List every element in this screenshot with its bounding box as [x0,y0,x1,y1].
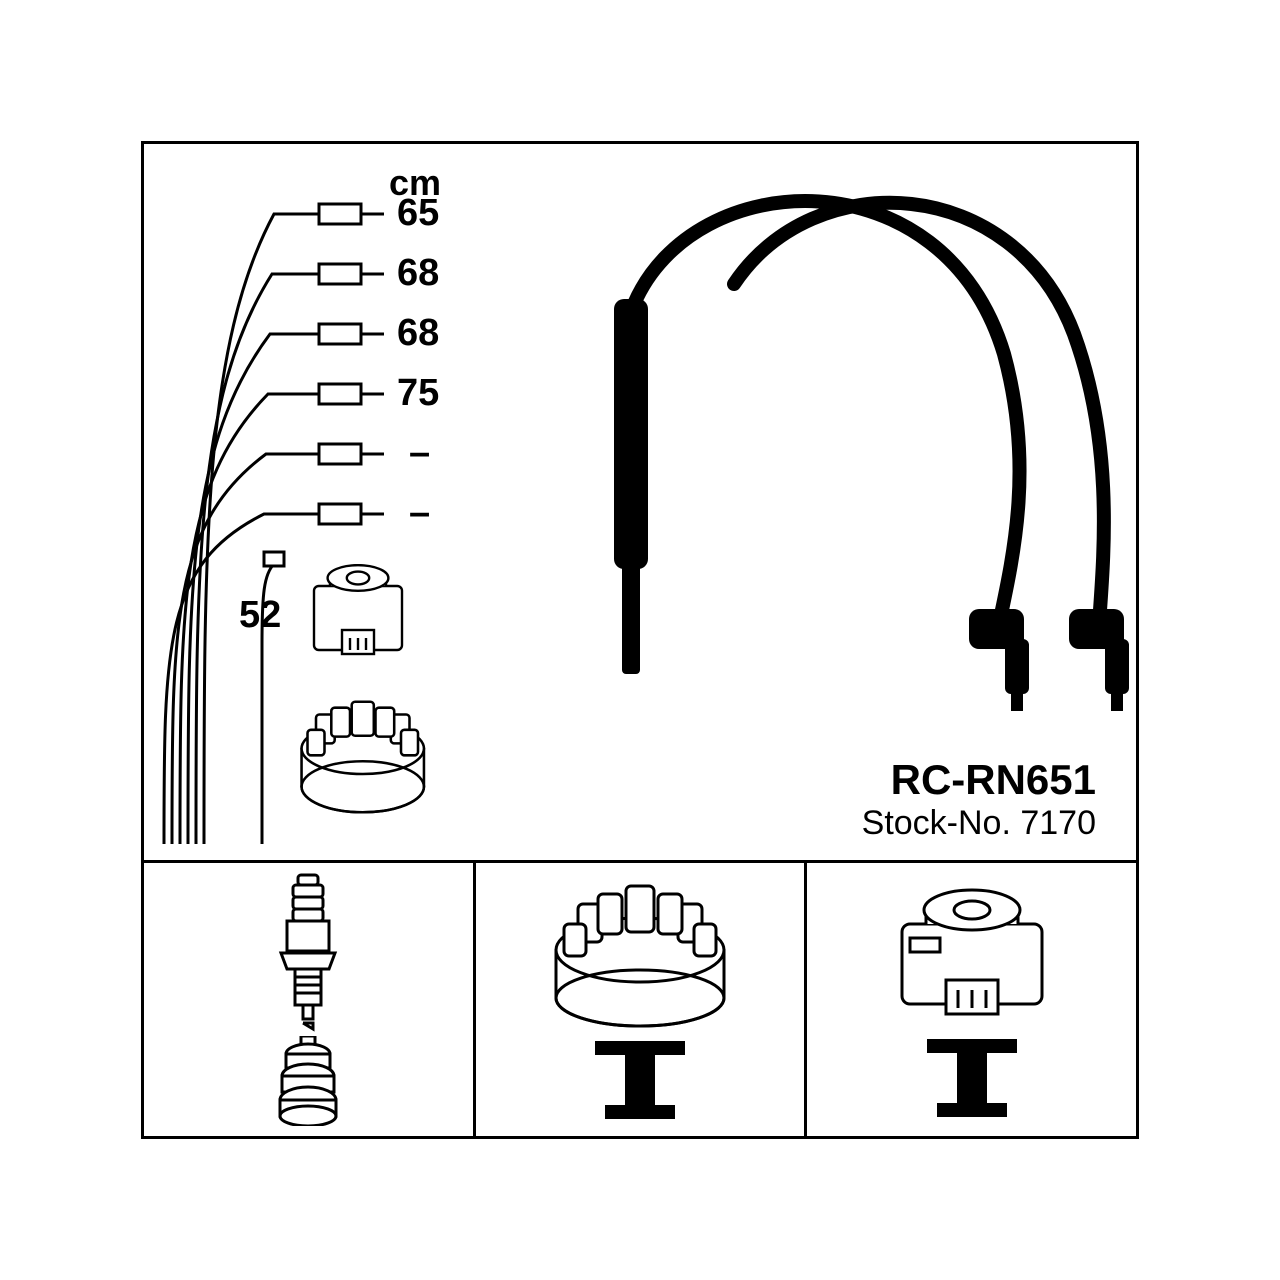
bottom-panel [144,860,1136,1136]
wire-schematic-icon [144,144,504,860]
ignition-coil-icon [892,880,1052,1020]
spark-plug-icon [263,873,353,1033]
coil-connector-icon [927,1039,1017,1119]
stock-value: 7170 [1020,804,1096,842]
diagram-frame: cm 65 68 68 75 – – 52 RC-RN651 Stock-No.… [141,141,1139,1139]
stock-label: Stock-No. [862,804,1011,842]
distributor-small-icon [302,702,424,813]
spark-plug-boot-icon [273,1036,343,1126]
distributor-connector-icon [595,1041,685,1121]
cell-coil [804,863,1136,1136]
distributor-cap-icon [550,878,730,1028]
part-number: RC-RN651 [891,756,1096,804]
cell-distributor [473,863,805,1136]
stock-number: Stock-No. 7170 [862,804,1096,843]
cell-spark-plug [144,863,473,1136]
ignition-cable-photo-icon [514,154,1134,754]
coil-small-icon [314,565,402,654]
top-panel: cm 65 68 68 75 – – 52 RC-RN651 Stock-No.… [144,144,1136,860]
